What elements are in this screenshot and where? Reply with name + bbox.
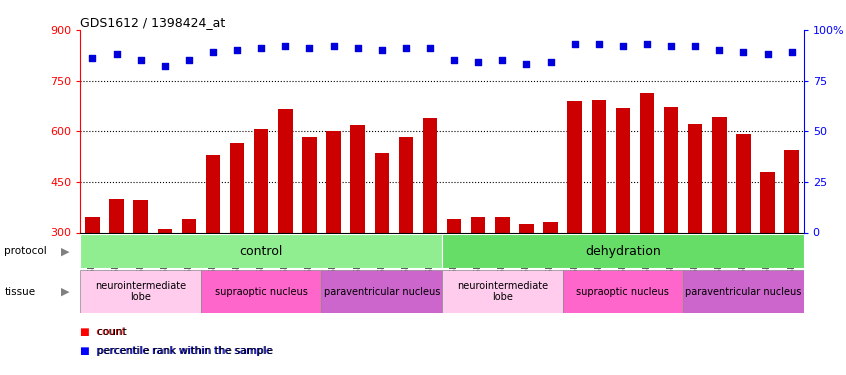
Bar	[616, 108, 630, 232]
Point	[568, 41, 581, 47]
Bar	[302, 137, 316, 232]
Bar	[423, 118, 437, 232]
Bar	[688, 124, 702, 232]
Point	[158, 63, 172, 69]
Point	[206, 49, 220, 55]
Point	[182, 57, 195, 63]
Point	[689, 43, 702, 49]
Bar	[182, 219, 196, 232]
Point	[737, 49, 750, 55]
Bar	[640, 93, 654, 232]
Bar	[591, 100, 606, 232]
Text: paraventricular nucleus: paraventricular nucleus	[685, 286, 802, 297]
Text: control: control	[239, 245, 283, 258]
Point	[761, 51, 774, 57]
Point	[110, 51, 124, 57]
Point	[255, 45, 268, 51]
Bar	[784, 150, 799, 232]
Bar	[80, 270, 201, 313]
Text: percentile rank within the sample: percentile rank within the sample	[94, 346, 273, 355]
Bar	[683, 270, 804, 313]
Bar	[495, 217, 509, 232]
Bar	[447, 219, 461, 232]
Bar	[85, 217, 100, 232]
Text: count: count	[94, 327, 127, 337]
Bar	[563, 270, 683, 313]
Bar	[519, 224, 534, 232]
Bar	[254, 129, 268, 232]
Point	[785, 49, 799, 55]
Bar	[109, 199, 124, 232]
Point	[278, 43, 292, 49]
Bar	[278, 110, 293, 232]
Bar	[712, 117, 727, 232]
Text: paraventricular nucleus: paraventricular nucleus	[323, 286, 440, 297]
Text: protocol: protocol	[4, 246, 47, 256]
Point	[85, 56, 99, 62]
Text: supraoptic nucleus: supraoptic nucleus	[576, 286, 669, 297]
Text: neurointermediate
lobe: neurointermediate lobe	[457, 281, 548, 302]
Bar	[134, 200, 148, 232]
Bar	[157, 229, 172, 232]
Text: ■  percentile rank within the sample: ■ percentile rank within the sample	[80, 346, 272, 355]
Text: supraoptic nucleus: supraoptic nucleus	[215, 286, 308, 297]
Text: ▶: ▶	[61, 286, 69, 297]
Text: ▶: ▶	[61, 246, 69, 256]
Point	[496, 57, 509, 63]
Bar	[442, 270, 563, 313]
Point	[448, 57, 461, 63]
Text: ■  count: ■ count	[80, 327, 126, 337]
Point	[230, 47, 244, 53]
Point	[423, 45, 437, 51]
Bar	[80, 234, 442, 268]
Point	[519, 62, 533, 68]
Bar	[398, 137, 413, 232]
Point	[375, 47, 388, 53]
Bar	[206, 155, 220, 232]
Point	[616, 43, 629, 49]
Bar	[543, 222, 558, 232]
Point	[664, 43, 678, 49]
Bar	[471, 217, 486, 232]
Text: dehydration: dehydration	[585, 245, 661, 258]
Point	[303, 45, 316, 51]
Point	[544, 59, 558, 65]
Point	[712, 47, 726, 53]
Bar	[736, 134, 750, 232]
Point	[471, 59, 485, 65]
Bar	[201, 270, 321, 313]
Text: neurointermediate
lobe: neurointermediate lobe	[95, 281, 186, 302]
Text: GDS1612 / 1398424_at: GDS1612 / 1398424_at	[80, 16, 226, 29]
Point	[327, 43, 340, 49]
Point	[640, 41, 654, 47]
Point	[351, 45, 365, 51]
Point	[592, 41, 606, 47]
Point	[134, 57, 147, 63]
Bar	[442, 234, 804, 268]
Text: tissue: tissue	[4, 286, 36, 297]
Bar	[230, 143, 244, 232]
Bar	[321, 270, 442, 313]
Bar	[664, 107, 678, 232]
Point	[399, 45, 413, 51]
Bar	[568, 101, 582, 232]
Bar	[375, 153, 389, 232]
Bar	[350, 125, 365, 232]
Bar	[761, 172, 775, 232]
Bar	[327, 131, 341, 232]
